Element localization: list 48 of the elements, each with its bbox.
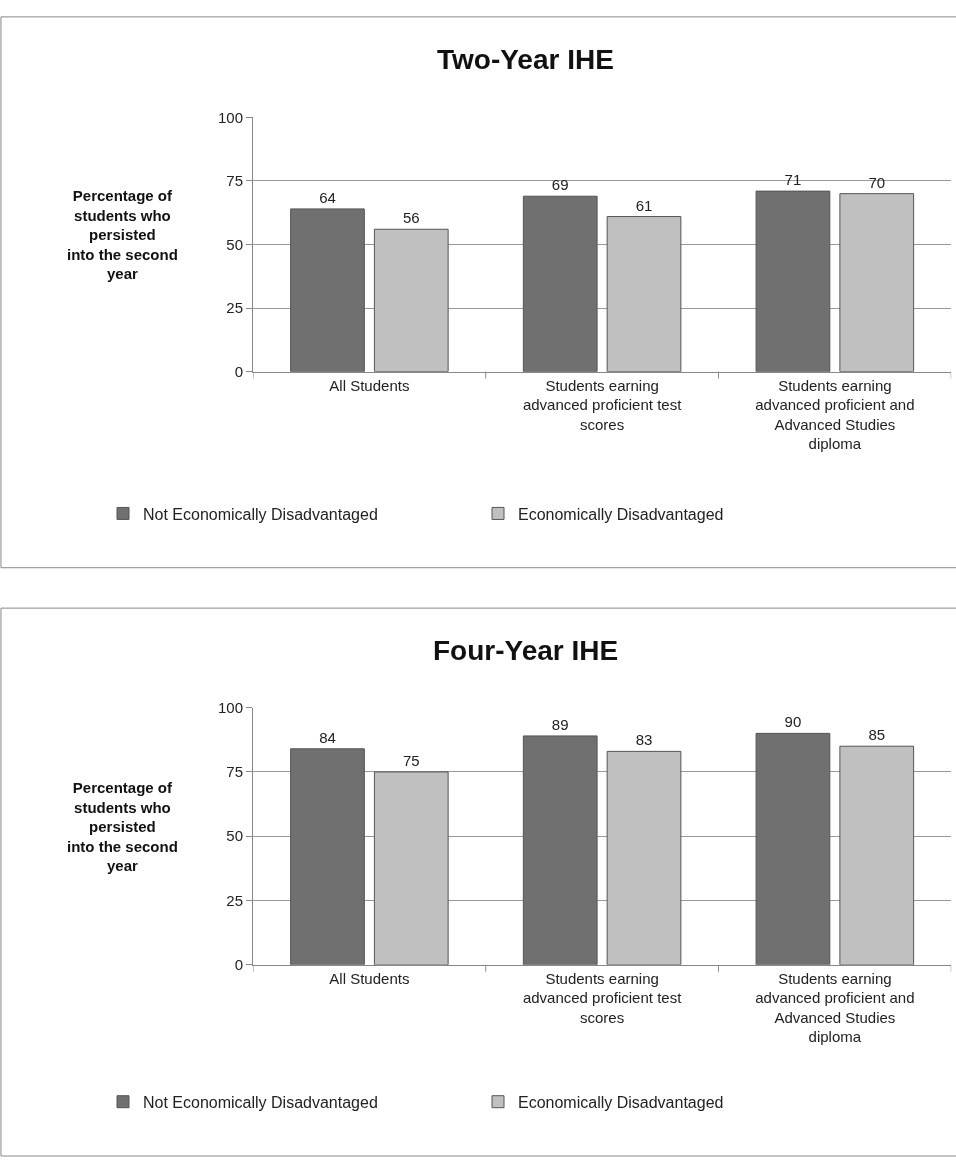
y-tick-label: 50 [226,235,243,253]
y-tick-label: 25 [226,891,243,909]
x-tick-label: Students earning advanced proficient and Advanced Studies diploma [755,376,915,453]
data-label: 56 [402,209,420,227]
legend-label: Not Economically Disadvantaged [143,1093,378,1111]
y-tick-label: 50 [226,827,243,845]
y-tick-label: 100 [217,698,243,716]
y-axis-title: Percentage of students who persisted into the second year [67,187,178,282]
x-tick-label: Students earning advanced proficient test scores [522,376,683,433]
data-label: 89 [551,715,569,733]
x-tick-label: All Students [329,969,410,987]
bar [755,732,831,965]
chart-title: Four-Year IHE [433,635,619,666]
data-label: 85 [868,726,886,744]
bar [606,750,682,965]
data-label: 83 [635,731,653,749]
data-label: 61 [635,196,653,214]
data-label: 90 [784,713,802,731]
data-label: 71 [784,171,802,189]
x-tick-label: Students earning advanced proficient and Advanced Studies diploma [755,969,915,1046]
data-label: 69 [551,176,569,194]
x-tick-label: Students earning advanced proficient test scores [522,969,683,1026]
bar [755,190,831,372]
y-axis-title: Percentage of students who persisted into the second year [67,779,178,874]
bar [290,208,365,372]
legend-label: Economically Disadvantaged [518,505,724,523]
bar [839,193,915,372]
bar [522,195,598,372]
bar [839,745,915,965]
bar [606,216,682,372]
data-label: 75 [402,751,420,769]
chart-title: Two-Year IHE [437,44,614,75]
y-tick-label: 75 [226,172,243,190]
y-tick-label: 25 [226,299,243,317]
y-tick-label: 100 [217,108,243,126]
y-tick-label: 75 [226,763,243,781]
bar [373,228,449,372]
legend-label: Not Economically Disadvantaged [143,505,378,523]
bar [373,771,449,965]
bar [290,748,365,965]
data-label: 70 [868,173,886,191]
y-tick-label: 0 [234,362,243,380]
data-label: 64 [319,188,336,206]
y-tick-label: 0 [234,956,243,974]
x-tick-label: All Students [329,376,410,394]
data-label: 84 [319,728,336,746]
bar [522,735,598,965]
legend-label: Economically Disadvantaged [518,1093,724,1111]
